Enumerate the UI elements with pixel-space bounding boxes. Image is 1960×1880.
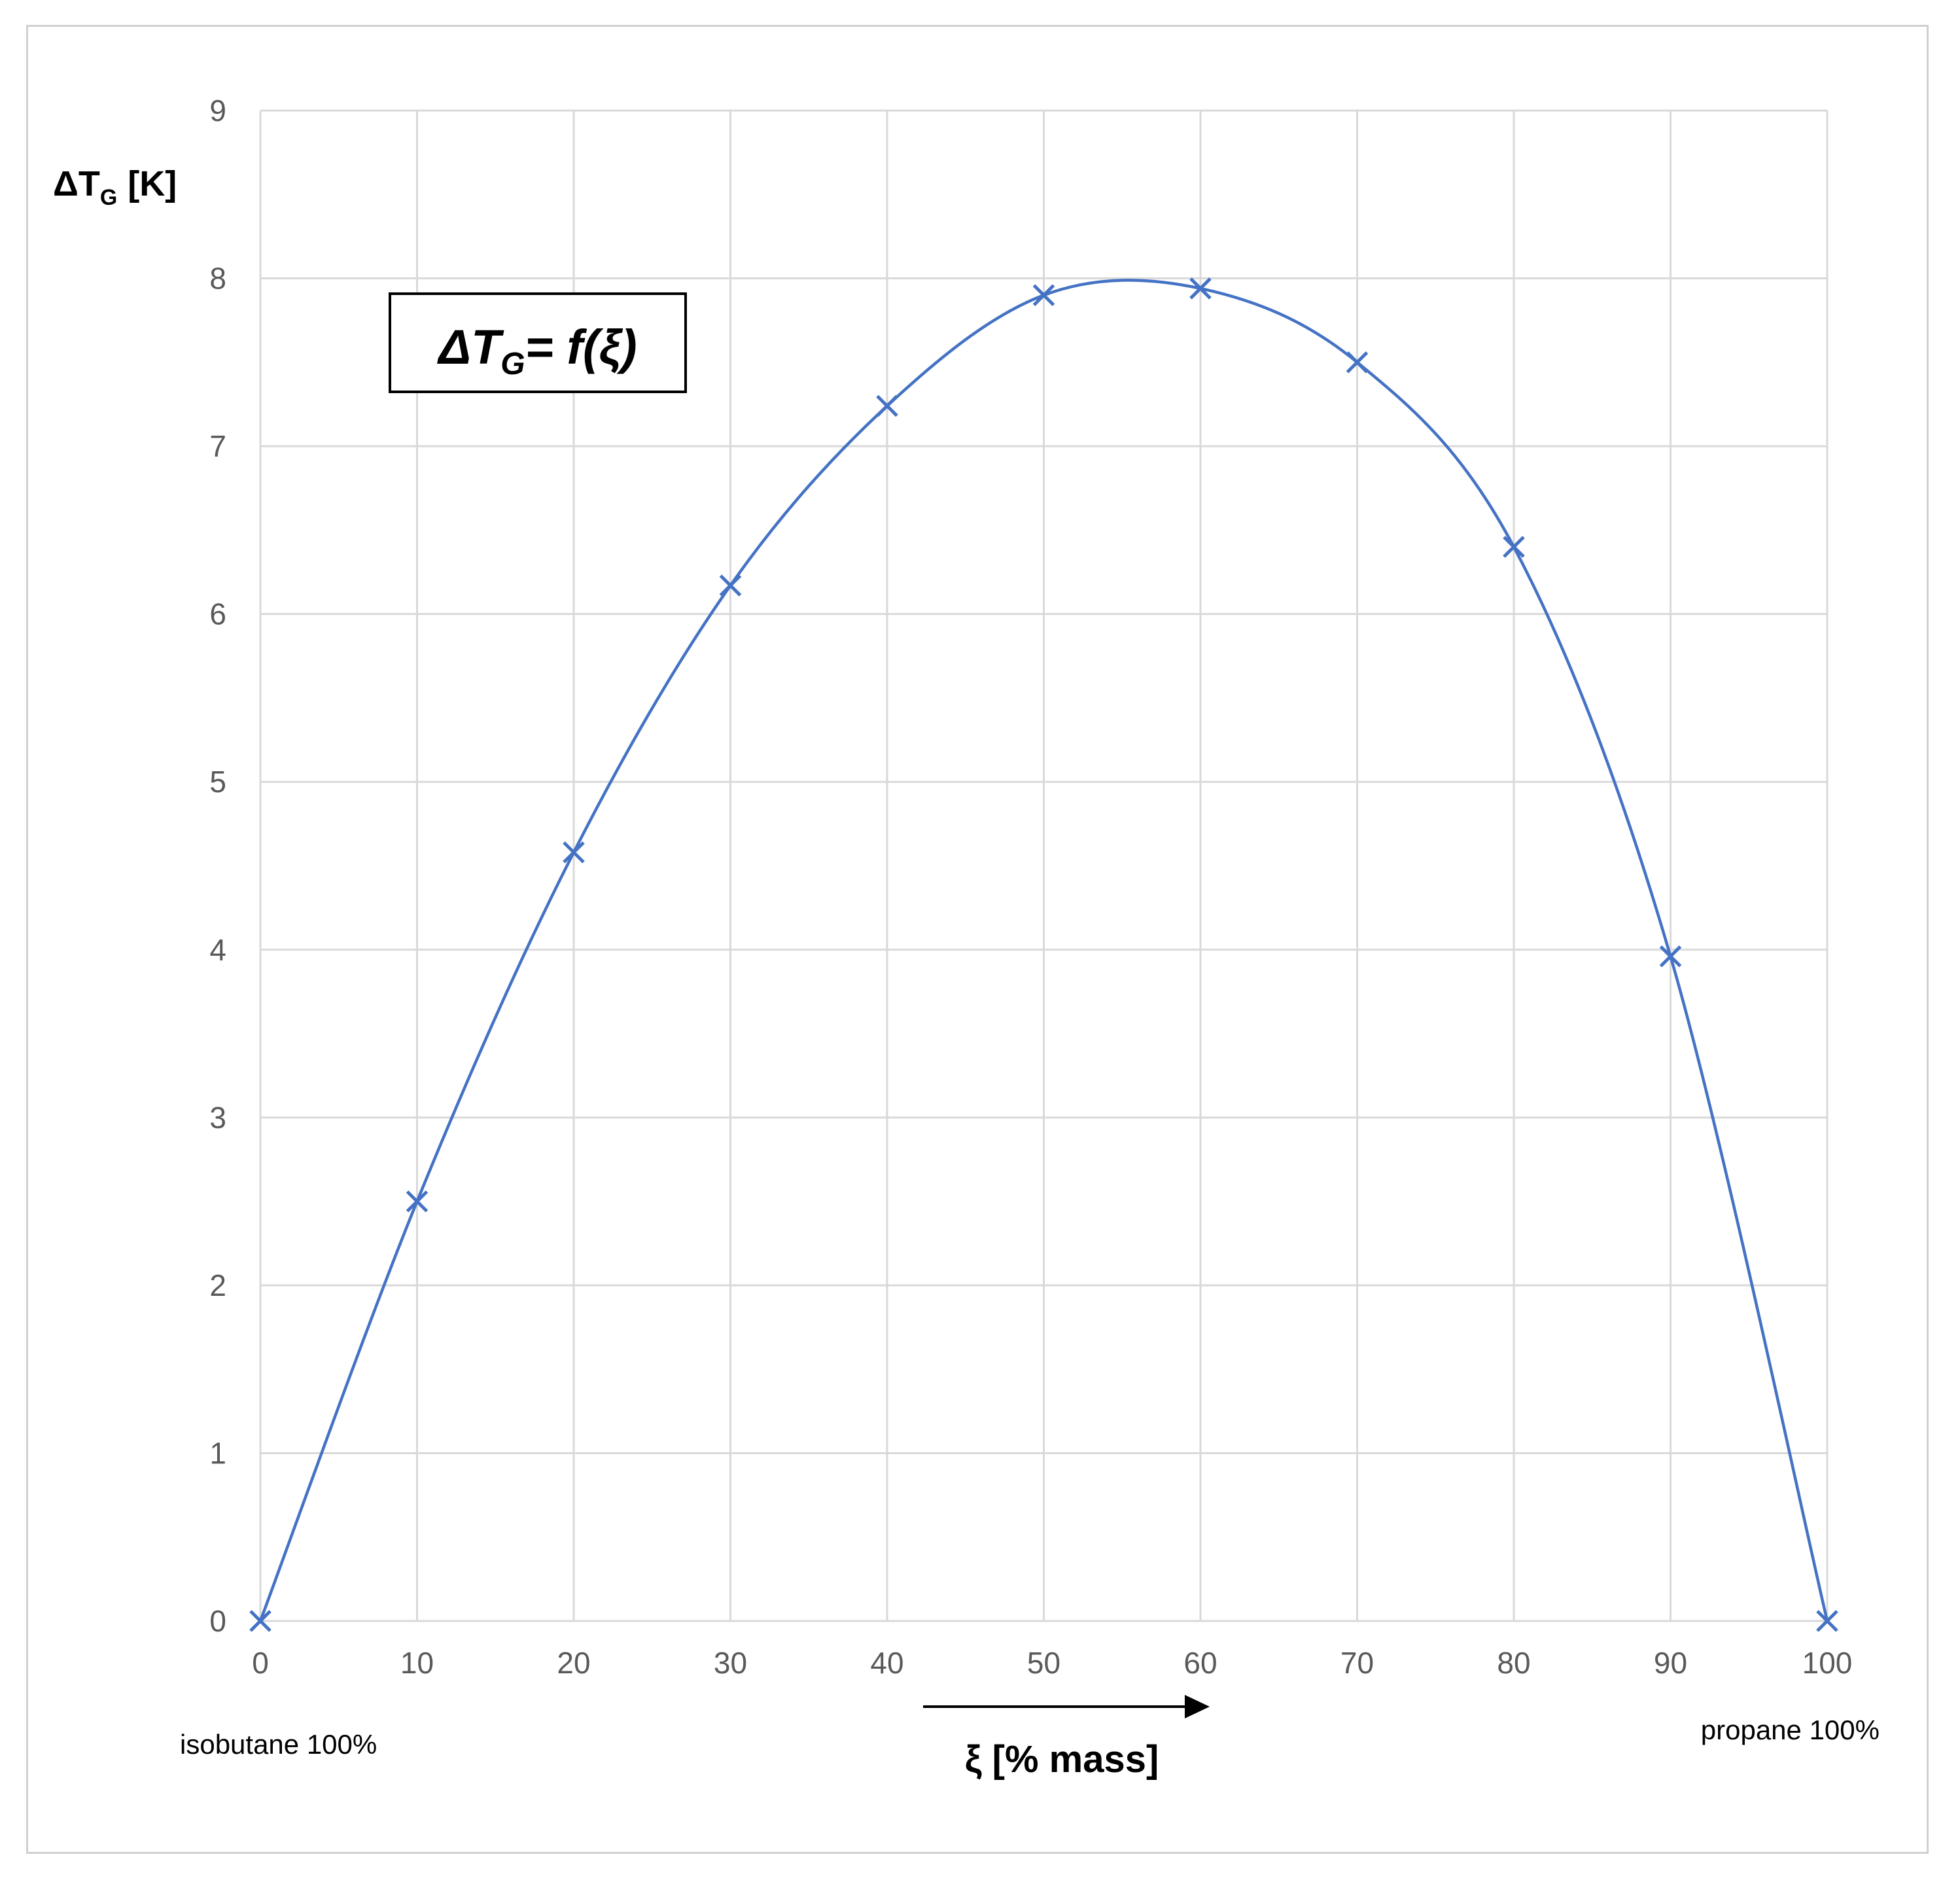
data-point-marker xyxy=(1346,351,1369,374)
marker-stroke xyxy=(1659,945,1682,967)
x-tick-label: 100 xyxy=(1802,1646,1853,1680)
x-tick-label: 80 xyxy=(1497,1646,1530,1680)
chart-frame: 0 10 20 30 40 50 60 70 80 90 100 0 1 2 3 4 5 6 7 8 9 ΔTG [K]… xyxy=(26,25,1929,1854)
x-tick-label: 90 xyxy=(1654,1646,1687,1680)
x-tick-label: 20 xyxy=(557,1646,590,1680)
y-tick-label: 7 xyxy=(209,429,226,463)
y-tick-label: 0 xyxy=(209,1604,226,1638)
x-tick-labels: 0 10 20 30 40 50 60 70 80 90 100 xyxy=(252,1646,1852,1680)
formula-box xyxy=(389,292,687,393)
marker-stroke xyxy=(719,574,742,597)
data-point-marker xyxy=(1032,284,1055,306)
marker-stroke xyxy=(1032,284,1055,306)
formula-annotation: ΔTG= f(ξ) xyxy=(389,292,687,393)
y-tick-label: 5 xyxy=(209,765,226,799)
marker-stroke xyxy=(563,841,585,863)
y-tick-labels: 0 1 2 3 4 5 6 7 8 9 xyxy=(209,94,226,1638)
y-tick-label: 6 xyxy=(209,597,226,631)
x-tick-label: 10 xyxy=(400,1646,434,1680)
y-tick-label: 3 xyxy=(209,1100,226,1134)
y-tick-label: 1 xyxy=(209,1436,226,1470)
arrow-head xyxy=(1185,1695,1210,1718)
formula-text: ΔTG= f(ξ) xyxy=(436,320,637,381)
marker-layer xyxy=(249,277,1838,1632)
y-axis-title: ΔTG [K] xyxy=(53,164,177,210)
marker-stroke xyxy=(1346,351,1369,374)
y-tick-label: 4 xyxy=(209,933,226,967)
y-tick-label: 9 xyxy=(209,94,226,128)
x-tick-label: 0 xyxy=(252,1646,269,1680)
chart-svg: 0 10 20 30 40 50 60 70 80 90 100 0 1 2 3 4 5 6 7 8 9 ΔTG [K]… xyxy=(53,94,1880,1781)
x-axis-title: ξ [% mass] xyxy=(965,1738,1159,1781)
data-point-marker xyxy=(249,1610,271,1632)
data-point-marker xyxy=(876,394,898,417)
grid-layer xyxy=(259,109,1829,1622)
x-tick-label: 50 xyxy=(1027,1646,1060,1680)
x-direction-arrow xyxy=(923,1695,1210,1718)
x-tick-label: 30 xyxy=(714,1646,747,1680)
data-point-marker xyxy=(1189,277,1212,300)
data-point-marker xyxy=(1503,536,1525,558)
marker-stroke xyxy=(249,1610,271,1632)
x-left-note: isobutane 100% xyxy=(180,1729,377,1760)
y-tick-label: 2 xyxy=(209,1268,226,1302)
data-point-marker xyxy=(1659,945,1682,967)
marker-stroke xyxy=(876,394,898,417)
marker-stroke xyxy=(1503,536,1525,558)
x-tick-label: 70 xyxy=(1340,1646,1374,1680)
data-point-marker xyxy=(1816,1610,1838,1632)
data-point-marker xyxy=(563,841,585,863)
marker-stroke xyxy=(1189,277,1212,300)
data-point-marker xyxy=(406,1190,429,1213)
data-point-marker xyxy=(719,574,742,597)
marker-stroke xyxy=(406,1190,429,1213)
marker-stroke xyxy=(1816,1610,1838,1632)
y-tick-label: 8 xyxy=(209,262,226,296)
x-tick-label: 40 xyxy=(870,1646,903,1680)
x-tick-label: 60 xyxy=(1183,1646,1217,1680)
x-right-note: propane 100% xyxy=(1701,1715,1880,1745)
